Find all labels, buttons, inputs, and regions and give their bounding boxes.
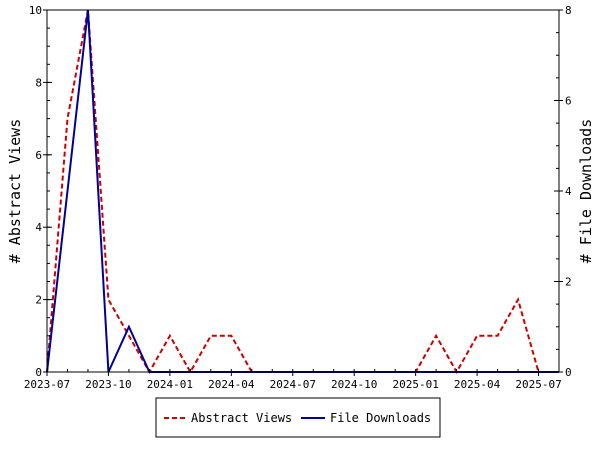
legend-label-abstract-views: Abstract Views (191, 411, 292, 425)
legend-label-file-downloads: File Downloads (330, 411, 431, 425)
y-right-tick-label: 0 (565, 366, 572, 379)
x-tick-label: 2024-01 (147, 378, 193, 391)
y-left-tick-label: 4 (35, 221, 42, 234)
y-left-axis-title: # Abstract Views (6, 119, 24, 264)
y-right-tick-label: 8 (565, 4, 572, 17)
y-left-tick-label: 2 (35, 294, 42, 307)
y-left-tick-label: 0 (35, 366, 42, 379)
series-line-file-downloads (46, 9, 559, 373)
legend-box (155, 397, 441, 438)
x-tick-label: 2025-07 (515, 378, 561, 391)
x-tick-label: 2024-04 (208, 378, 255, 391)
x-tick-label: 2025-04 (454, 378, 501, 391)
legend: Abstract Views File Downloads (155, 397, 441, 438)
ticks-layer: 2023-07 2023-10 2024-01 2024-04 2024-07 2024-… (24, 4, 572, 391)
y-left-tick-label: 8 (35, 76, 42, 89)
y-left-tick-label: 10 (29, 4, 42, 17)
y-right-axis-title: # File Downloads (577, 119, 595, 264)
x-tick-label: 2023-07 (24, 378, 70, 391)
plot-frame (46, 9, 560, 373)
y-right-tick-label: 6 (565, 95, 572, 108)
y-right-tick-label: 4 (565, 185, 572, 198)
x-tick-label: 2023-10 (85, 378, 131, 391)
x-tick-label: 2024-07 (270, 378, 316, 391)
y-right-tick-label: 2 (565, 276, 572, 289)
series-line-abstract-views (46, 9, 559, 375)
x-tick-label: 2025-01 (392, 378, 438, 391)
x-tick-label: 2024-10 (331, 378, 377, 391)
y-left-tick-label: 6 (35, 149, 42, 162)
lines-layer (46, 9, 559, 375)
